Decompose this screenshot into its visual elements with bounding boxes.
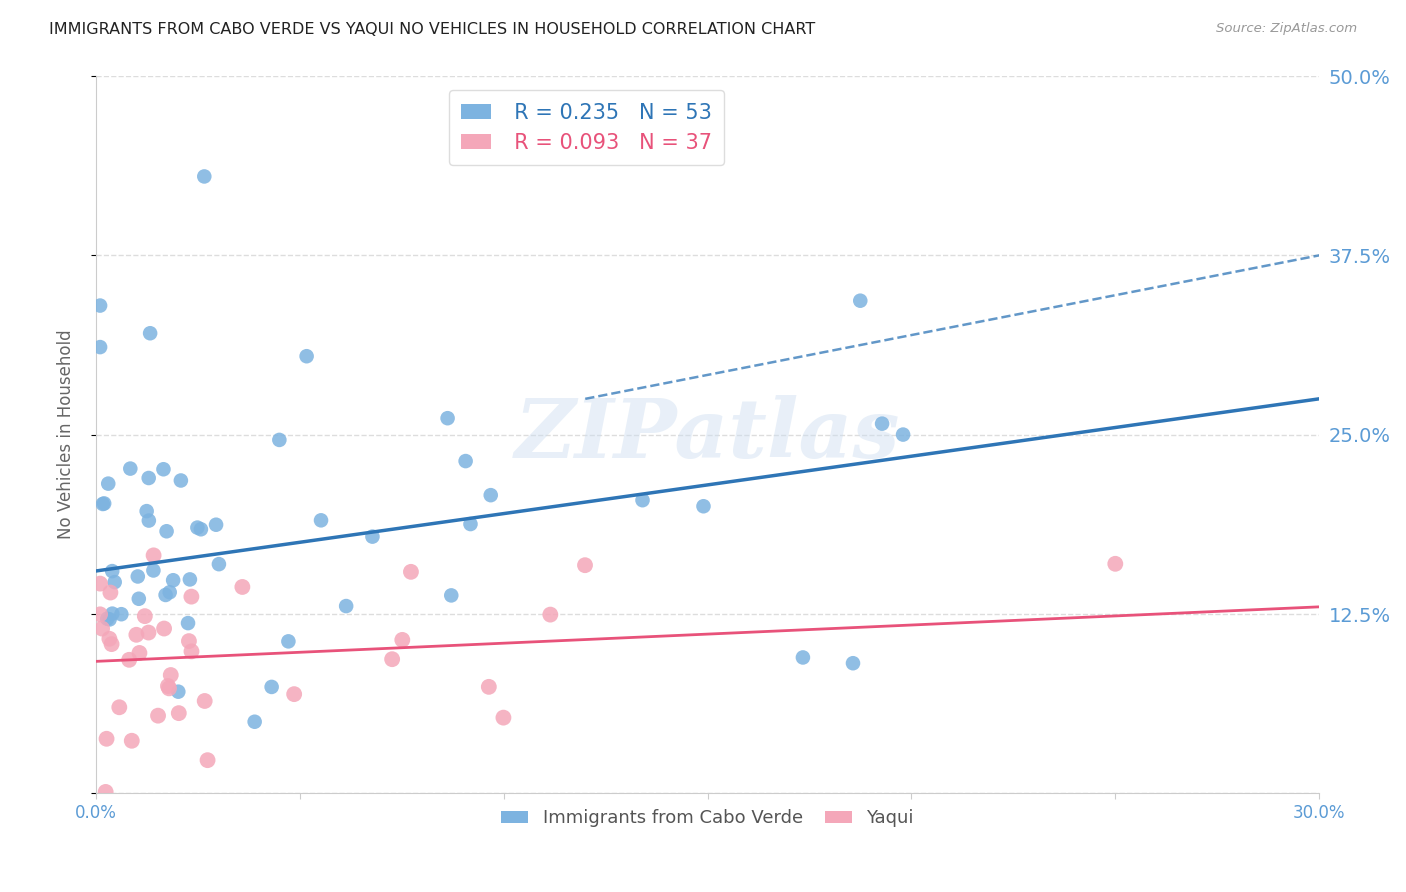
Point bbox=[89, 576, 111, 591]
Point bbox=[167, 684, 190, 698]
Point bbox=[460, 516, 482, 531]
Point bbox=[792, 650, 814, 665]
Point bbox=[142, 549, 165, 563]
Point bbox=[440, 588, 463, 602]
Point bbox=[197, 753, 219, 767]
Point bbox=[277, 634, 299, 648]
Point bbox=[1104, 557, 1126, 571]
Point bbox=[97, 476, 120, 491]
Point bbox=[155, 524, 177, 539]
Point bbox=[91, 622, 114, 636]
Point bbox=[159, 585, 181, 599]
Point bbox=[139, 326, 162, 341]
Point bbox=[478, 680, 501, 694]
Point bbox=[177, 634, 200, 648]
Point bbox=[101, 607, 124, 621]
Point bbox=[100, 585, 122, 599]
Point bbox=[167, 706, 190, 720]
Point bbox=[120, 461, 142, 475]
Point bbox=[100, 637, 122, 651]
Point bbox=[138, 514, 160, 528]
Point bbox=[454, 454, 477, 468]
Point bbox=[98, 632, 121, 646]
Point bbox=[127, 569, 149, 583]
Point bbox=[177, 616, 200, 631]
Point bbox=[391, 632, 413, 647]
Point bbox=[125, 628, 148, 642]
Point bbox=[335, 599, 357, 613]
Point bbox=[692, 500, 714, 514]
Point bbox=[186, 520, 208, 534]
Point bbox=[162, 573, 184, 587]
Point bbox=[260, 680, 283, 694]
Point bbox=[205, 517, 228, 532]
Point bbox=[110, 607, 132, 622]
Point bbox=[190, 522, 212, 536]
Point bbox=[89, 299, 111, 313]
Text: IMMIGRANTS FROM CABO VERDE VS YAQUI NO VEHICLES IN HOUSEHOLD CORRELATION CHART: IMMIGRANTS FROM CABO VERDE VS YAQUI NO V… bbox=[49, 22, 815, 37]
Point bbox=[269, 433, 291, 447]
Point bbox=[295, 349, 318, 363]
Point bbox=[180, 644, 202, 658]
Legend: Immigrants from Cabo Verde, Yaqui: Immigrants from Cabo Verde, Yaqui bbox=[494, 802, 921, 835]
Point bbox=[891, 427, 914, 442]
Y-axis label: No Vehicles in Household: No Vehicles in Household bbox=[58, 330, 75, 540]
Point bbox=[180, 590, 202, 604]
Point bbox=[849, 293, 872, 308]
Point bbox=[98, 612, 121, 626]
Point bbox=[574, 558, 596, 573]
Point bbox=[538, 607, 561, 622]
Point bbox=[135, 504, 157, 518]
Point bbox=[96, 731, 118, 746]
Point bbox=[157, 681, 180, 696]
Point bbox=[93, 496, 115, 510]
Point bbox=[146, 708, 169, 723]
Point bbox=[479, 488, 502, 502]
Point bbox=[381, 652, 404, 666]
Point bbox=[108, 700, 131, 714]
Point bbox=[138, 625, 160, 640]
Point bbox=[128, 646, 150, 660]
Point bbox=[208, 557, 231, 571]
Point bbox=[231, 580, 253, 594]
Text: Source: ZipAtlas.com: Source: ZipAtlas.com bbox=[1216, 22, 1357, 36]
Point bbox=[155, 588, 177, 602]
Point bbox=[243, 714, 266, 729]
Point bbox=[156, 679, 179, 693]
Point bbox=[121, 733, 143, 747]
Point bbox=[309, 513, 332, 527]
Point bbox=[492, 711, 515, 725]
Point bbox=[179, 573, 201, 587]
Point bbox=[436, 411, 458, 425]
Point bbox=[91, 497, 114, 511]
Point bbox=[118, 653, 141, 667]
Point bbox=[153, 622, 176, 636]
Point bbox=[361, 530, 384, 544]
Point bbox=[193, 169, 215, 184]
Point bbox=[870, 417, 893, 431]
Point bbox=[128, 591, 150, 606]
Point bbox=[631, 493, 654, 508]
Point bbox=[283, 687, 305, 701]
Point bbox=[89, 340, 111, 354]
Point bbox=[104, 575, 127, 590]
Point bbox=[842, 657, 865, 671]
Point bbox=[138, 471, 160, 485]
Point bbox=[170, 474, 193, 488]
Point bbox=[152, 462, 174, 476]
Point bbox=[101, 564, 124, 578]
Point bbox=[134, 609, 156, 624]
Point bbox=[142, 564, 165, 578]
Point bbox=[89, 607, 111, 622]
Point bbox=[96, 612, 118, 626]
Text: ZIPatlas: ZIPatlas bbox=[515, 394, 900, 475]
Point bbox=[159, 668, 181, 682]
Point bbox=[194, 694, 217, 708]
Point bbox=[399, 565, 422, 579]
Point bbox=[94, 785, 117, 799]
